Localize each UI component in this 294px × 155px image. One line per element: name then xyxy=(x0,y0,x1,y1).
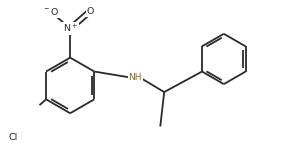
Text: O: O xyxy=(86,7,94,16)
Text: N$^+$: N$^+$ xyxy=(63,22,78,35)
Text: NH: NH xyxy=(128,73,142,82)
Text: $^-$O: $^-$O xyxy=(42,6,59,17)
Text: Cl: Cl xyxy=(9,133,18,142)
